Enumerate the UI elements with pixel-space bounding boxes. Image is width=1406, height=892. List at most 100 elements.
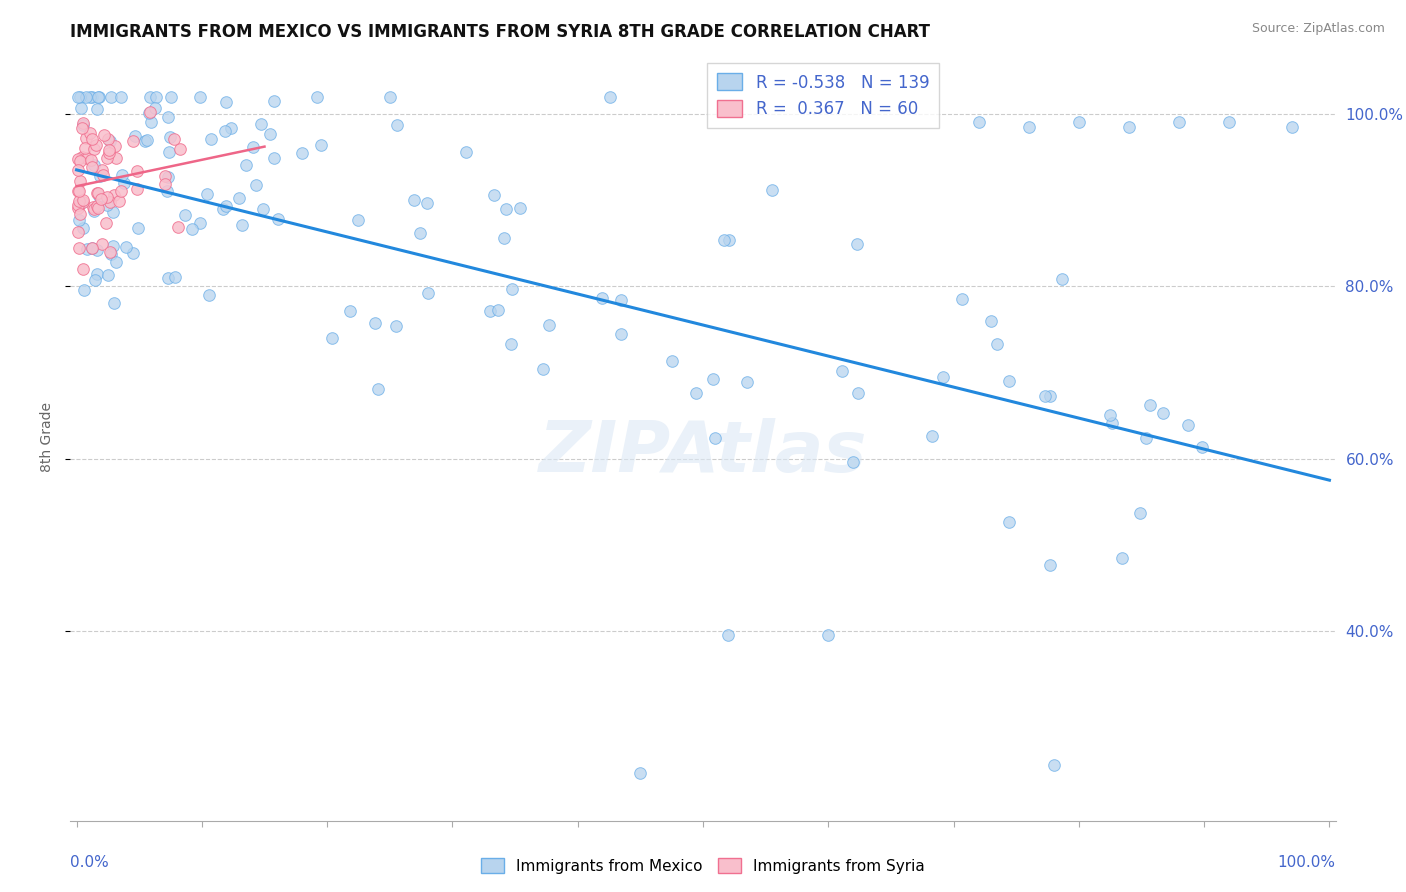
Point: [76, 151, 98, 165]
Point: [1177, 417, 1199, 432]
Point: [404, 193, 426, 207]
Point: [932, 369, 955, 384]
Point: [70, 195, 93, 210]
Point: [817, 628, 839, 642]
Point: [83, 158, 105, 172]
Point: [72, 193, 94, 207]
Point: [83, 202, 105, 216]
Point: [159, 130, 181, 145]
Point: [153, 169, 176, 183]
Point: [702, 372, 724, 386]
Y-axis label: 8th Grade: 8th Grade: [41, 402, 55, 472]
Point: [291, 145, 314, 160]
Point: [367, 382, 389, 396]
Point: [96, 189, 118, 203]
Point: [80, 160, 103, 174]
Point: [967, 115, 990, 129]
Point: [69, 89, 91, 103]
Point: [93, 128, 115, 142]
Point: [66, 198, 89, 212]
Point: [69, 153, 91, 168]
Point: [98, 244, 121, 259]
Point: [101, 205, 124, 219]
Point: [73, 283, 96, 297]
Point: [72, 194, 94, 209]
Point: [215, 95, 238, 109]
Point: [242, 140, 264, 154]
Point: [211, 202, 233, 216]
Point: [155, 185, 177, 199]
Point: [831, 364, 853, 378]
Point: [167, 219, 190, 234]
Point: [90, 163, 112, 178]
Point: [188, 89, 211, 103]
Point: [215, 199, 238, 213]
Point: [842, 455, 865, 469]
Point: [72, 118, 94, 132]
Point: [66, 89, 89, 103]
Point: [82, 241, 104, 255]
Point: [101, 238, 124, 252]
Point: [139, 114, 162, 128]
Point: [104, 138, 127, 153]
Point: [950, 292, 973, 306]
Point: [1118, 120, 1140, 134]
Point: [87, 89, 110, 103]
Point: [163, 269, 186, 284]
Point: [1035, 389, 1057, 403]
Point: [363, 316, 385, 330]
Point: [346, 213, 368, 227]
Point: [67, 213, 90, 227]
Point: [80, 153, 103, 167]
Point: [122, 246, 145, 260]
Point: [482, 188, 505, 202]
Point: [157, 271, 180, 285]
Point: [76, 242, 98, 256]
Point: [136, 133, 159, 147]
Point: [197, 288, 219, 302]
Point: [87, 201, 110, 215]
Point: [737, 375, 759, 389]
Point: [138, 105, 160, 120]
Point: [124, 129, 146, 144]
Point: [89, 169, 111, 184]
Point: [387, 119, 409, 133]
Point: [591, 291, 613, 305]
Point: [156, 110, 179, 124]
Point: [998, 515, 1021, 529]
Point: [100, 247, 122, 261]
Point: [713, 233, 735, 247]
Point: [492, 230, 515, 244]
Point: [385, 319, 408, 334]
Point: [67, 184, 90, 198]
Text: ZIPAtlas: ZIPAtlas: [538, 418, 868, 487]
Point: [378, 89, 401, 103]
Point: [188, 216, 211, 230]
Point: [111, 168, 134, 182]
Point: [846, 386, 869, 401]
Point: [87, 189, 110, 203]
Point: [90, 237, 112, 252]
Point: [66, 201, 89, 215]
Point: [157, 145, 180, 159]
Point: [509, 201, 531, 215]
Text: Source: ZipAtlas.com: Source: ZipAtlas.com: [1251, 22, 1385, 36]
Point: [96, 151, 118, 165]
Point: [415, 196, 437, 211]
Point: [72, 262, 94, 277]
Point: [499, 337, 522, 351]
Point: [416, 286, 439, 301]
Point: [704, 431, 727, 445]
Point: [409, 226, 432, 240]
Point: [1281, 120, 1303, 134]
Point: [307, 89, 329, 103]
Point: [169, 142, 191, 156]
Point: [127, 163, 149, 178]
Point: [245, 178, 267, 192]
Point: [1139, 398, 1161, 412]
Point: [263, 151, 285, 165]
Point: [107, 194, 129, 209]
Point: [86, 267, 108, 281]
Point: [103, 187, 125, 202]
Point: [112, 176, 135, 190]
